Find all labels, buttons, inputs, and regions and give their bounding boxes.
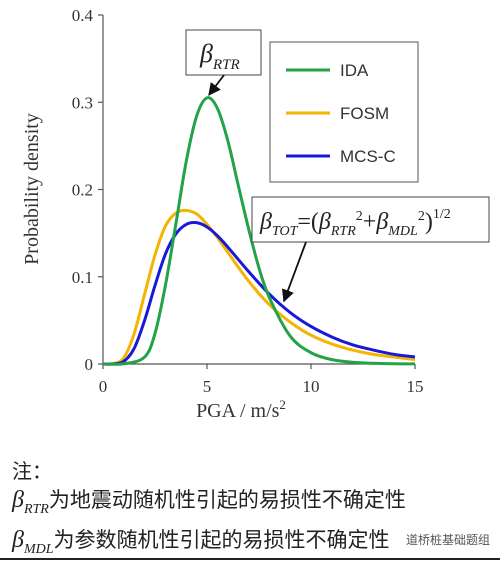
beta-tot-exp: 1/2 bbox=[433, 207, 451, 222]
x-axis-title: PGA / m/s2 bbox=[196, 397, 286, 422]
beta-tot-sub: TOT bbox=[272, 224, 299, 239]
bottom-rule bbox=[0, 558, 500, 560]
note-line-rtr: βRTR为地震动随机性引起的易损性不确定性 bbox=[12, 485, 492, 525]
annotation-beta-rtr-arrow bbox=[208, 74, 225, 96]
beta-tot-eq: =( bbox=[297, 209, 319, 235]
beta-tot-mdl-sub: MDL bbox=[387, 224, 418, 239]
svg-text:βTOT=(βRTR2+βMDL2)1/2: βTOT=(βRTR2+βMDL2)1/2 bbox=[259, 207, 451, 239]
notes-heading: 注： bbox=[12, 461, 52, 483]
note-mdl-symbol: β bbox=[12, 526, 24, 553]
annotation-beta-tot-arrow bbox=[282, 241, 307, 303]
y-tick-label: 0.4 bbox=[72, 6, 94, 25]
beta-tot-mdl-symbol: β bbox=[375, 209, 388, 235]
x-tick-label: 15 bbox=[407, 377, 424, 396]
beta-rtr-symbol: β bbox=[199, 39, 213, 68]
beta-rtr-subscript: RTR bbox=[212, 57, 240, 73]
note-line-mdl: βMDL为参数随机性引起的易损性不确定性 bbox=[12, 525, 492, 565]
watermark: 道桥桩基础题组 bbox=[405, 533, 490, 547]
beta-tot-rtr-sup: 2 bbox=[356, 209, 363, 224]
note-rtr-text: 为地震动随机性引起的易损性不确定性 bbox=[48, 488, 406, 512]
x-axis-title-main: PGA / m/s bbox=[196, 400, 280, 422]
annotation-beta-rtr: βRTR bbox=[185, 29, 262, 96]
annotation-beta-tot: βTOT=(βRTR2+βMDL2)1/2 bbox=[251, 196, 490, 303]
series-line-ida bbox=[102, 96, 416, 366]
x-tick-label: 0 bbox=[99, 377, 108, 396]
series-layer bbox=[102, 96, 416, 366]
notes-block: 注： βRTR为地震动随机性引起的易损性不确定性 βMDL为参数随机性引起的易损… bbox=[12, 459, 492, 565]
x-tick-label: 10 bbox=[303, 377, 320, 396]
annotation-beta-rtr-box bbox=[185, 29, 262, 76]
legend-label-fosm: FOSM bbox=[340, 104, 389, 123]
y-tick-label: 0.2 bbox=[72, 181, 93, 200]
x-ticks: 0 5 10 15 bbox=[99, 364, 424, 396]
beta-tot-mdl-sup: 2 bbox=[418, 209, 425, 224]
y-tick-label: 0.3 bbox=[72, 93, 93, 112]
svg-text:βRTR: βRTR bbox=[199, 39, 240, 73]
chart-svg: 0 0.1 0.2 0.3 0.4 0 5 10 15 Probability density… bbox=[21, 6, 490, 422]
y-axis-title: Probability density bbox=[21, 113, 43, 265]
series-line-mcs-c bbox=[102, 220, 416, 366]
legend: IDA FOSM MCS-C bbox=[269, 41, 419, 183]
x-axis-title-sup: 2 bbox=[279, 397, 286, 412]
note-rtr-subscript: RTR bbox=[23, 501, 49, 517]
legend-label-ida: IDA bbox=[340, 61, 369, 80]
note-rtr-symbol: β bbox=[12, 487, 24, 513]
note-mdl-text: 为参数随机性引起的易损性不确定性 bbox=[53, 527, 390, 552]
note-mdl-subscript: MDL bbox=[23, 541, 54, 557]
y-ticks: 0 0.1 0.2 0.3 0.4 bbox=[72, 6, 103, 374]
y-tick-label: 0.1 bbox=[72, 268, 93, 287]
y-tick-label: 0 bbox=[85, 355, 94, 374]
beta-tot-symbol: β bbox=[259, 209, 272, 235]
beta-tot-close: ) bbox=[425, 209, 433, 235]
beta-tot-rtr-sub: RTR bbox=[330, 224, 356, 239]
annotation-beta-tot-box bbox=[251, 196, 490, 243]
beta-tot-rtr-symbol: β bbox=[318, 209, 331, 235]
legend-label-mcs-c: MCS-C bbox=[340, 147, 396, 166]
beta-tot-plus: + bbox=[363, 209, 377, 235]
x-tick-label: 5 bbox=[203, 377, 212, 396]
